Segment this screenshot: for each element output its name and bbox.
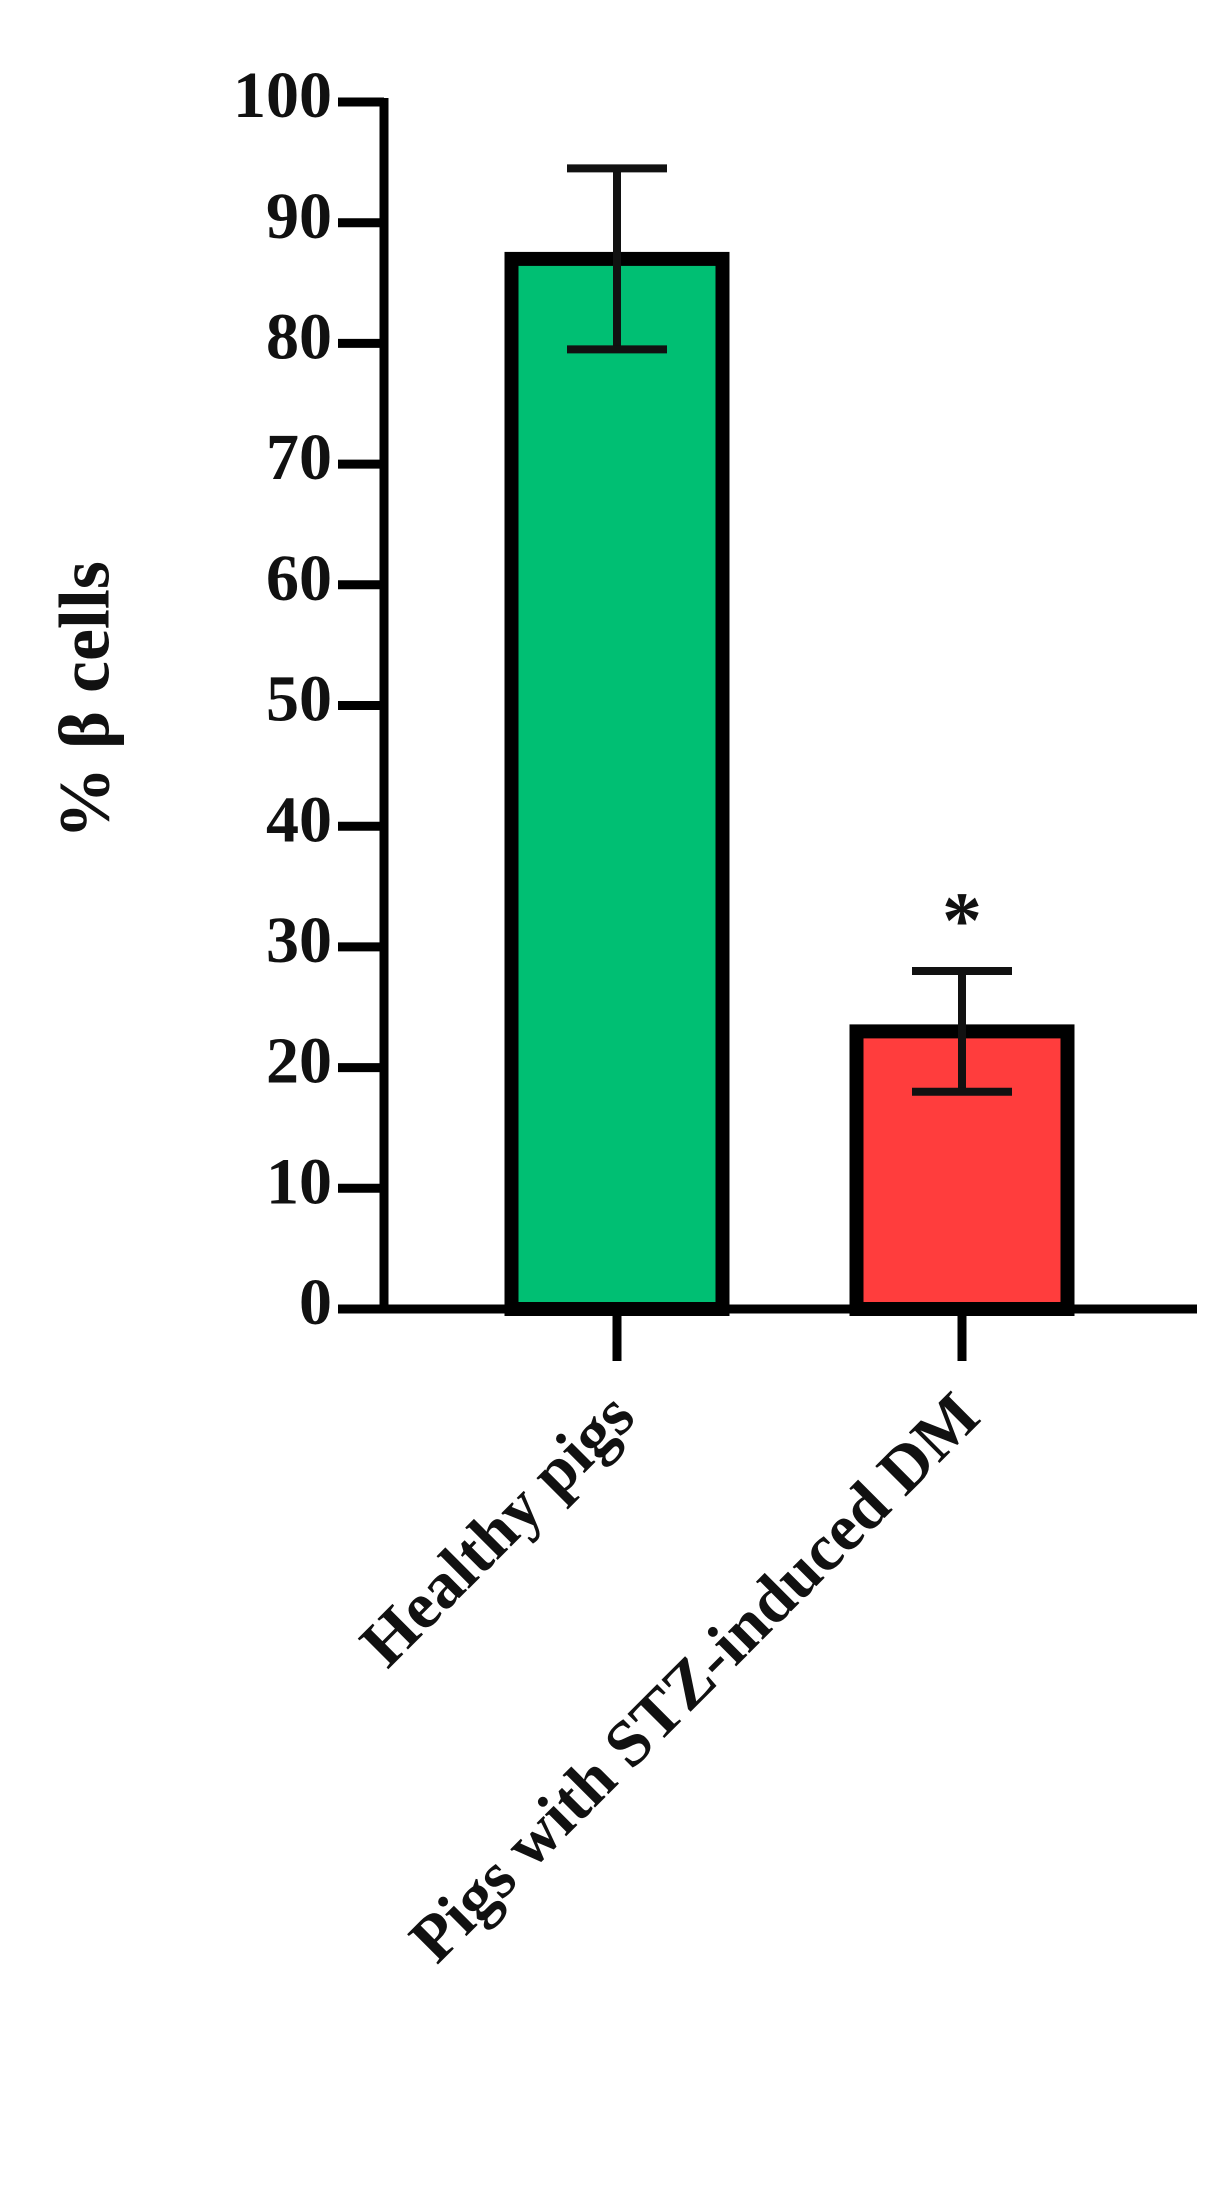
y-tick-label: 80 <box>266 301 332 374</box>
y-tick-label: 40 <box>266 783 332 856</box>
y-tick-label: 60 <box>266 542 332 615</box>
y-tick-label: 90 <box>266 180 332 253</box>
y-tick-label: 100 <box>233 59 332 132</box>
y-tick-label: 0 <box>299 1266 332 1339</box>
y-tick-label: 20 <box>266 1025 332 1098</box>
y-tick-label: 70 <box>266 421 332 494</box>
x-tick-label: Healthy pigs <box>346 1379 648 1681</box>
y-tick-label: 10 <box>266 1145 332 1218</box>
y-tick-label: 30 <box>266 904 332 977</box>
bar <box>504 251 730 1316</box>
y-tick-label: 50 <box>266 663 332 736</box>
x-tick-label: Pigs with STZ-induced DM <box>396 1379 993 1976</box>
annotation: * <box>942 877 982 965</box>
y-axis-label: % β cells <box>45 561 125 839</box>
